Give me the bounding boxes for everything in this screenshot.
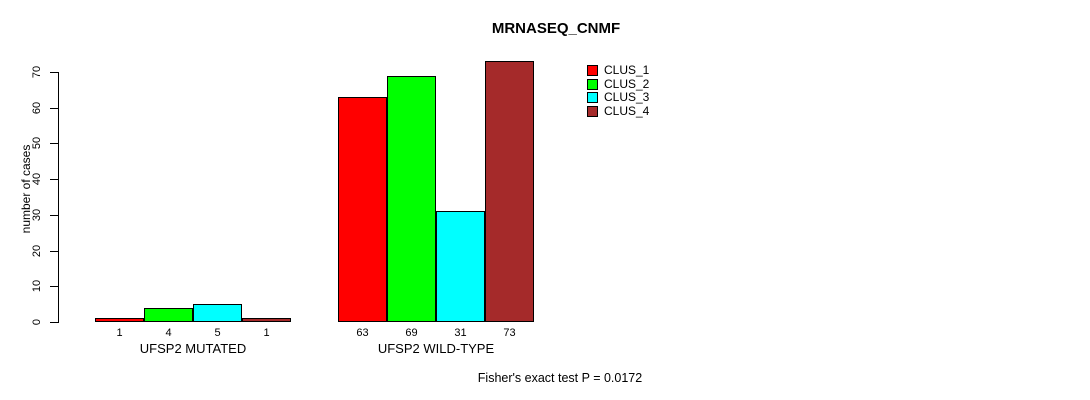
y-tick: [50, 322, 58, 323]
y-tick: [50, 286, 58, 288]
bar-value-label: 5: [214, 327, 221, 339]
bar-value-label: 63: [356, 327, 369, 339]
y-tick: [50, 250, 58, 252]
y-tick: [50, 143, 58, 145]
y-tick: [50, 179, 58, 181]
bar-value-label: 73: [503, 327, 516, 339]
y-tick-label: 0: [31, 318, 43, 326]
bar-CLUS_1: [338, 97, 387, 322]
bar-value-label: 69: [405, 327, 418, 339]
y-tick-label: 30: [31, 208, 43, 221]
y-axis-line: [58, 72, 59, 323]
bar-CLUS_4: [242, 318, 291, 322]
bar-CLUS_2: [387, 75, 436, 322]
y-tick-label: 10: [31, 280, 43, 293]
legend-row: CLUS_2: [587, 76, 650, 92]
legend-row: CLUS_3: [587, 90, 650, 105]
legend-swatch-CLUS_1: [587, 65, 598, 77]
x-group-label: UFSP2 WILD-TYPE: [377, 341, 495, 356]
y-tick: [50, 72, 58, 73]
y-tick-label: 50: [31, 137, 43, 150]
legend-label: CLUS_4: [604, 103, 650, 118]
legend-label: CLUS_1: [604, 63, 650, 77]
legend-label: CLUS_2: [604, 76, 650, 91]
legend-row: CLUS_4: [587, 103, 650, 119]
bar-value-label: 1: [263, 327, 270, 339]
y-tick-label: 60: [31, 101, 43, 114]
legend-label: CLUS_3: [604, 90, 650, 104]
y-tick: [50, 107, 58, 109]
y-tick-label: 20: [31, 244, 43, 257]
stat-test-annotation: Fisher's exact test P = 0.0172: [477, 371, 643, 385]
bar-CLUS_1: [95, 318, 144, 322]
legend-swatch-CLUS_2: [587, 78, 598, 90]
bar-CLUS_3: [193, 304, 242, 322]
legend-swatch-CLUS_4: [587, 105, 598, 117]
bar-value-label: 4: [165, 327, 172, 339]
chart-title: MRNASEQ_CNMF: [491, 20, 621, 37]
bar-CLUS_3: [436, 211, 485, 322]
y-tick-label: 40: [31, 173, 43, 186]
x-group-label: UFSP2 MUTATED: [139, 341, 247, 356]
bar-value-label: 1: [116, 327, 123, 339]
y-tick-label: 70: [31, 65, 43, 79]
legend: CLUS_1 CLUS_2 CLUS_3 CLUS_4: [587, 63, 650, 119]
bar-CLUS_2: [144, 307, 193, 322]
bar-CLUS_4: [485, 61, 534, 322]
y-tick: [50, 214, 58, 216]
legend-row: CLUS_1: [587, 63, 650, 78]
legend-swatch-CLUS_3: [587, 92, 598, 104]
bar-value-label: 31: [454, 327, 467, 339]
